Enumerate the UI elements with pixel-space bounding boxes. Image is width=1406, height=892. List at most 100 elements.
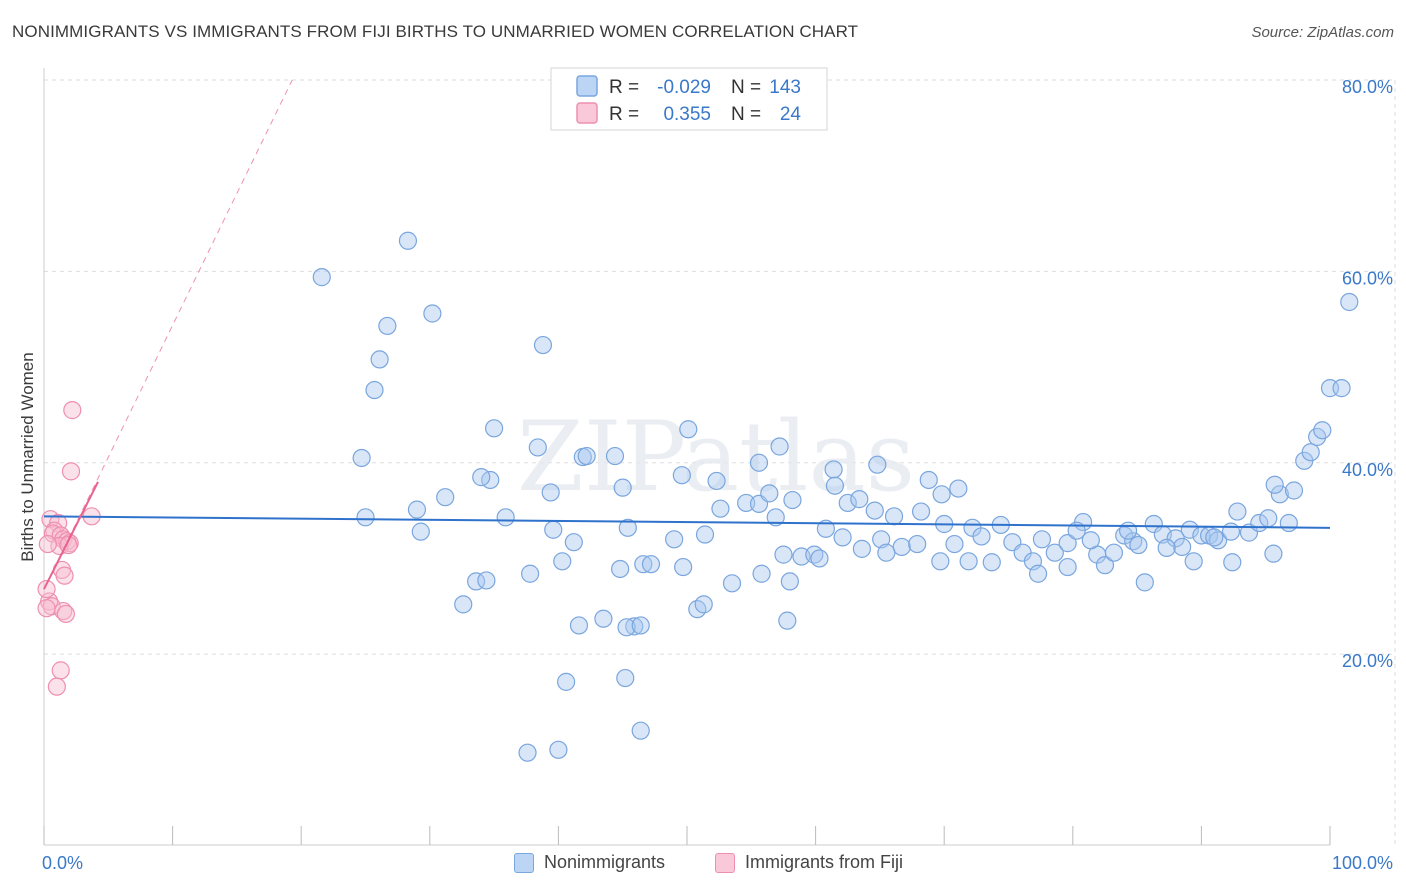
legend-n-label: N = [731, 104, 761, 125]
fiji-point [47, 677, 66, 696]
legend-r-value: -0.029 [657, 77, 711, 98]
nonimmigrants-point [949, 479, 968, 498]
nonimmigrants-point [634, 555, 653, 574]
nonimmigrants-point [485, 419, 504, 438]
nonimmigrants-point [679, 420, 698, 439]
nonimmigrants-point [528, 438, 547, 457]
nonimmigrants-point [544, 520, 563, 539]
x-tick-label-min: 0.0% [42, 853, 83, 873]
legend-n-value: 24 [780, 104, 802, 125]
nonimmigrants-point [1223, 553, 1242, 572]
fiji-trend-extension [43, 79, 293, 590]
nonimmigrants-point [824, 460, 843, 479]
nonimmigrants-point [436, 488, 455, 507]
legend-item-nonimmigrants[interactable]: Nonimmigrants [514, 852, 665, 873]
nonimmigrants-point [641, 555, 661, 574]
x-tick-label-max: 100.0% [1332, 853, 1393, 873]
legend-swatch-pink [715, 852, 735, 873]
fiji-point [37, 579, 56, 599]
legend-bottom: Nonimmigrants Immigrants from Fiji [0, 852, 1406, 878]
nonimmigrants-point [472, 468, 491, 487]
nonimmigrants-point [672, 466, 691, 485]
nonimmigrants-point [378, 316, 397, 336]
nonimmigrants-point [770, 437, 789, 456]
chart-title: NONIMMIGRANTS VS IMMIGRANTS FROM FIJI BI… [12, 22, 859, 41]
legend-swatch [576, 75, 598, 97]
y-tick-label: 40.0% [1342, 460, 1393, 480]
y-tick-label: 80.0% [1342, 77, 1393, 97]
nonimmigrants-point [722, 574, 742, 593]
nonimmigrants-point [1313, 421, 1332, 440]
nonimmigrants-point [931, 552, 950, 571]
nonimmigrants-point [872, 530, 891, 549]
nonimmigrants-point [352, 448, 371, 468]
nonimmigrants-point [825, 476, 844, 495]
nonimmigrants-point [1270, 485, 1289, 504]
fiji-points [37, 401, 101, 696]
nonimmigrants-point [1184, 552, 1203, 571]
nonimmigrants-point [665, 530, 684, 549]
axes [43, 68, 1331, 846]
nonimmigrants-point [1332, 379, 1351, 398]
fiji-point [37, 599, 56, 618]
nonimmigrants-point [533, 335, 553, 355]
nonimmigrants-point [1135, 573, 1154, 592]
nonimmigrants-point [1081, 531, 1100, 550]
nonimmigrants-point [816, 519, 835, 538]
nonimmigrants-point [932, 485, 951, 504]
legend-swatch [576, 102, 598, 124]
nonimmigrants-point [877, 543, 896, 562]
nonimmigrants-point [1340, 292, 1359, 312]
legend-r-value: 0.355 [663, 104, 711, 125]
nonimmigrants-point [1144, 514, 1163, 534]
nonimmigrants-point [783, 490, 802, 510]
fiji-point [61, 462, 81, 481]
fiji-point [54, 601, 73, 621]
nonimmigrants-point [884, 507, 904, 526]
nonimmigrants-point [1129, 535, 1148, 555]
y-tick-labels: 20.0% 40.0% 60.0% 80.0% [1342, 77, 1393, 671]
trend-lines [43, 79, 1331, 590]
nonimmigrants-point [749, 453, 769, 472]
nonimmigrants-point [454, 595, 473, 614]
nonimmigrants-trend-line [43, 515, 1331, 529]
nonimmigrants-point [1058, 534, 1077, 553]
nonimmigrants-point [518, 743, 537, 762]
nonimmigrants-point [618, 518, 637, 537]
nonimmigrants-point [1118, 521, 1138, 540]
nonimmigrants-point [760, 484, 779, 503]
nonimmigrants-point [496, 508, 515, 527]
legend-n-label: N = [731, 77, 761, 98]
nonimmigrants-point [774, 545, 793, 564]
fiji-point [56, 604, 75, 624]
nonimmigrants-point [982, 553, 1001, 572]
legend-r-label: R = [609, 104, 639, 125]
nonimmigrants-point [1058, 557, 1077, 577]
nonimmigrants-point [411, 522, 430, 541]
nonimmigrants-point [850, 490, 869, 509]
nonimmigrants-point [398, 231, 418, 250]
nonimmigrants-point [972, 527, 991, 546]
nonimmigrants-point [892, 537, 911, 557]
nonimmigrants-point [945, 534, 964, 554]
legend-n-value: 143 [769, 77, 801, 98]
nonimmigrants-point [423, 304, 442, 323]
nonimmigrants-point [737, 493, 756, 513]
fiji-point [38, 534, 57, 554]
nonimmigrants-point [711, 499, 730, 518]
legend-label-fiji: Immigrants from Fiji [745, 852, 904, 872]
nonimmigrants-point [1173, 537, 1192, 557]
legend-swatch-blue [514, 852, 534, 873]
nonimmigrants-point [674, 557, 693, 577]
nonimmigrants-point [477, 571, 496, 590]
nonimmigrants-point [1228, 502, 1247, 521]
legend-r-label: R = [609, 77, 639, 98]
nonimmigrants-point [594, 609, 613, 628]
legend-label-nonimmigrants: Nonimmigrants [544, 852, 666, 872]
nonimmigrants-point [1157, 538, 1176, 558]
fiji-point [63, 401, 82, 420]
nonimmigrants-point [1221, 522, 1241, 541]
nonimmigrants-point [541, 483, 560, 502]
legend-item-fiji[interactable]: Immigrants from Fiji [715, 852, 903, 873]
